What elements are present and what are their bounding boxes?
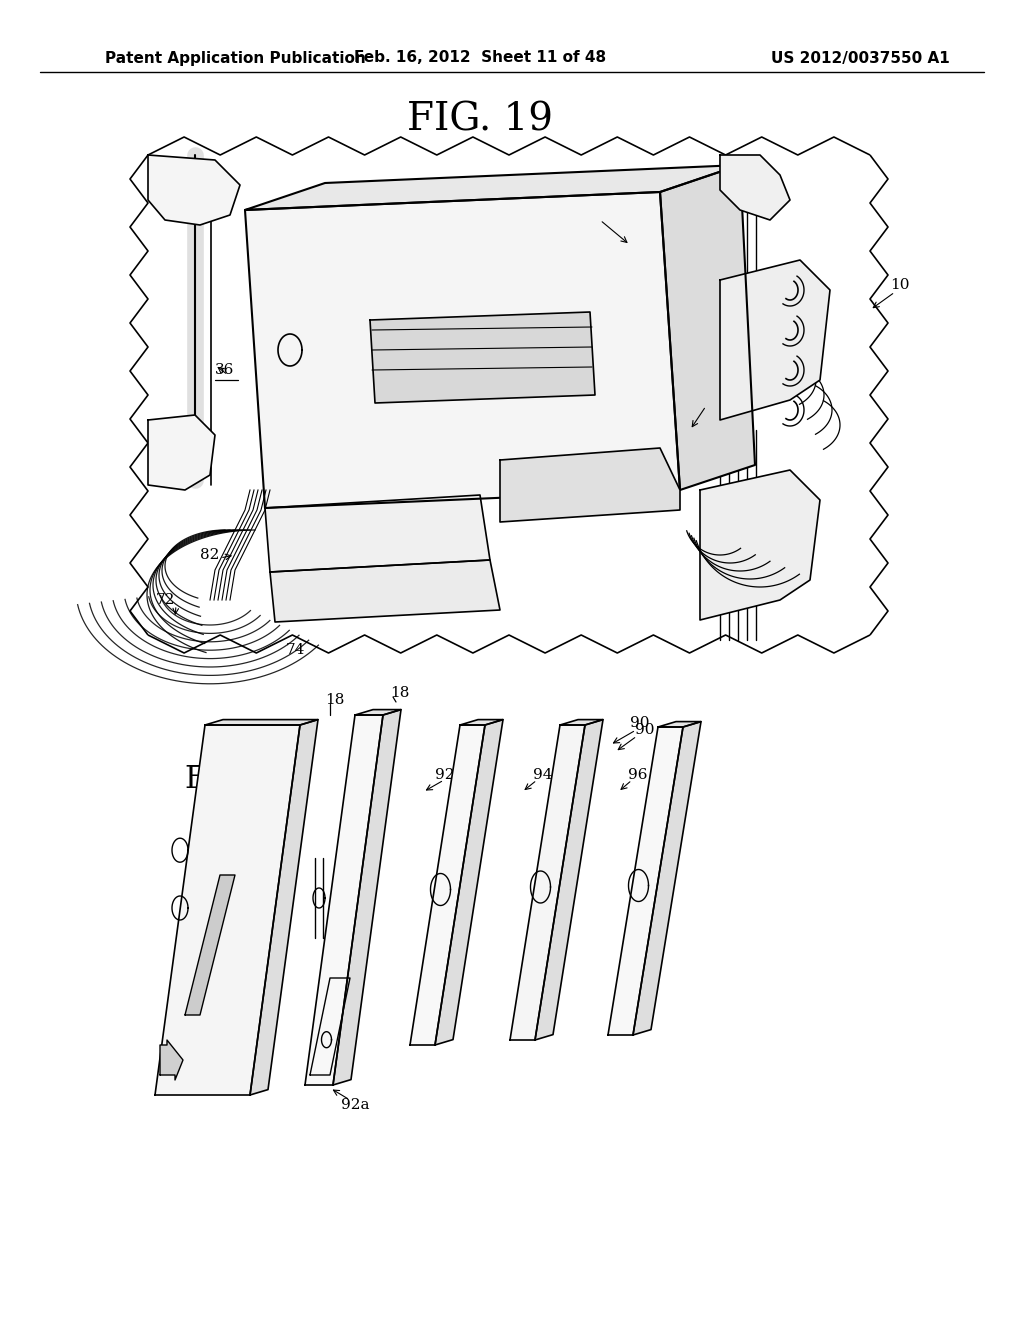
- Text: 98: 98: [239, 833, 258, 847]
- Text: FIG. 20: FIG. 20: [185, 764, 300, 796]
- Polygon shape: [148, 154, 240, 224]
- Polygon shape: [435, 719, 503, 1045]
- Polygon shape: [355, 710, 401, 715]
- Text: 18: 18: [480, 444, 500, 457]
- Polygon shape: [608, 727, 683, 1035]
- Polygon shape: [700, 470, 820, 620]
- Text: 90: 90: [635, 723, 654, 737]
- Text: 36: 36: [215, 363, 234, 378]
- Text: Patent Application Publication: Patent Application Publication: [105, 50, 366, 66]
- Text: 18: 18: [390, 686, 410, 700]
- Polygon shape: [155, 725, 300, 1096]
- Polygon shape: [185, 875, 234, 1015]
- Polygon shape: [245, 191, 680, 508]
- Text: 72: 72: [156, 593, 175, 607]
- Polygon shape: [535, 719, 603, 1040]
- Polygon shape: [250, 719, 318, 1096]
- Text: 92b: 92b: [435, 768, 465, 781]
- Text: 74: 74: [286, 643, 305, 657]
- Polygon shape: [270, 560, 500, 622]
- Polygon shape: [265, 495, 490, 572]
- Text: 82: 82: [201, 548, 220, 562]
- Polygon shape: [333, 710, 401, 1085]
- Polygon shape: [245, 165, 740, 210]
- Polygon shape: [460, 719, 503, 725]
- Text: 94: 94: [534, 768, 553, 781]
- Text: 20: 20: [581, 209, 600, 222]
- Text: 10: 10: [890, 279, 909, 292]
- Text: FIG. 19: FIG. 19: [407, 102, 553, 139]
- Text: 78: 78: [295, 503, 314, 517]
- Text: 96: 96: [629, 768, 648, 781]
- Polygon shape: [205, 719, 318, 725]
- Polygon shape: [720, 260, 830, 420]
- Polygon shape: [370, 312, 595, 403]
- Text: 90: 90: [700, 393, 720, 407]
- Polygon shape: [658, 722, 701, 727]
- Polygon shape: [160, 1040, 183, 1080]
- Text: 90: 90: [630, 715, 650, 730]
- Polygon shape: [148, 414, 215, 490]
- Polygon shape: [660, 165, 755, 490]
- Text: 92a: 92a: [341, 1098, 370, 1111]
- Polygon shape: [305, 715, 383, 1085]
- Polygon shape: [720, 154, 790, 220]
- Text: US 2012/0037550 A1: US 2012/0037550 A1: [771, 50, 950, 66]
- Polygon shape: [410, 725, 485, 1045]
- Polygon shape: [510, 725, 585, 1040]
- Polygon shape: [500, 447, 680, 521]
- Text: 18: 18: [326, 693, 345, 708]
- Polygon shape: [633, 722, 701, 1035]
- Text: Feb. 16, 2012  Sheet 11 of 48: Feb. 16, 2012 Sheet 11 of 48: [354, 50, 606, 66]
- Polygon shape: [560, 719, 603, 725]
